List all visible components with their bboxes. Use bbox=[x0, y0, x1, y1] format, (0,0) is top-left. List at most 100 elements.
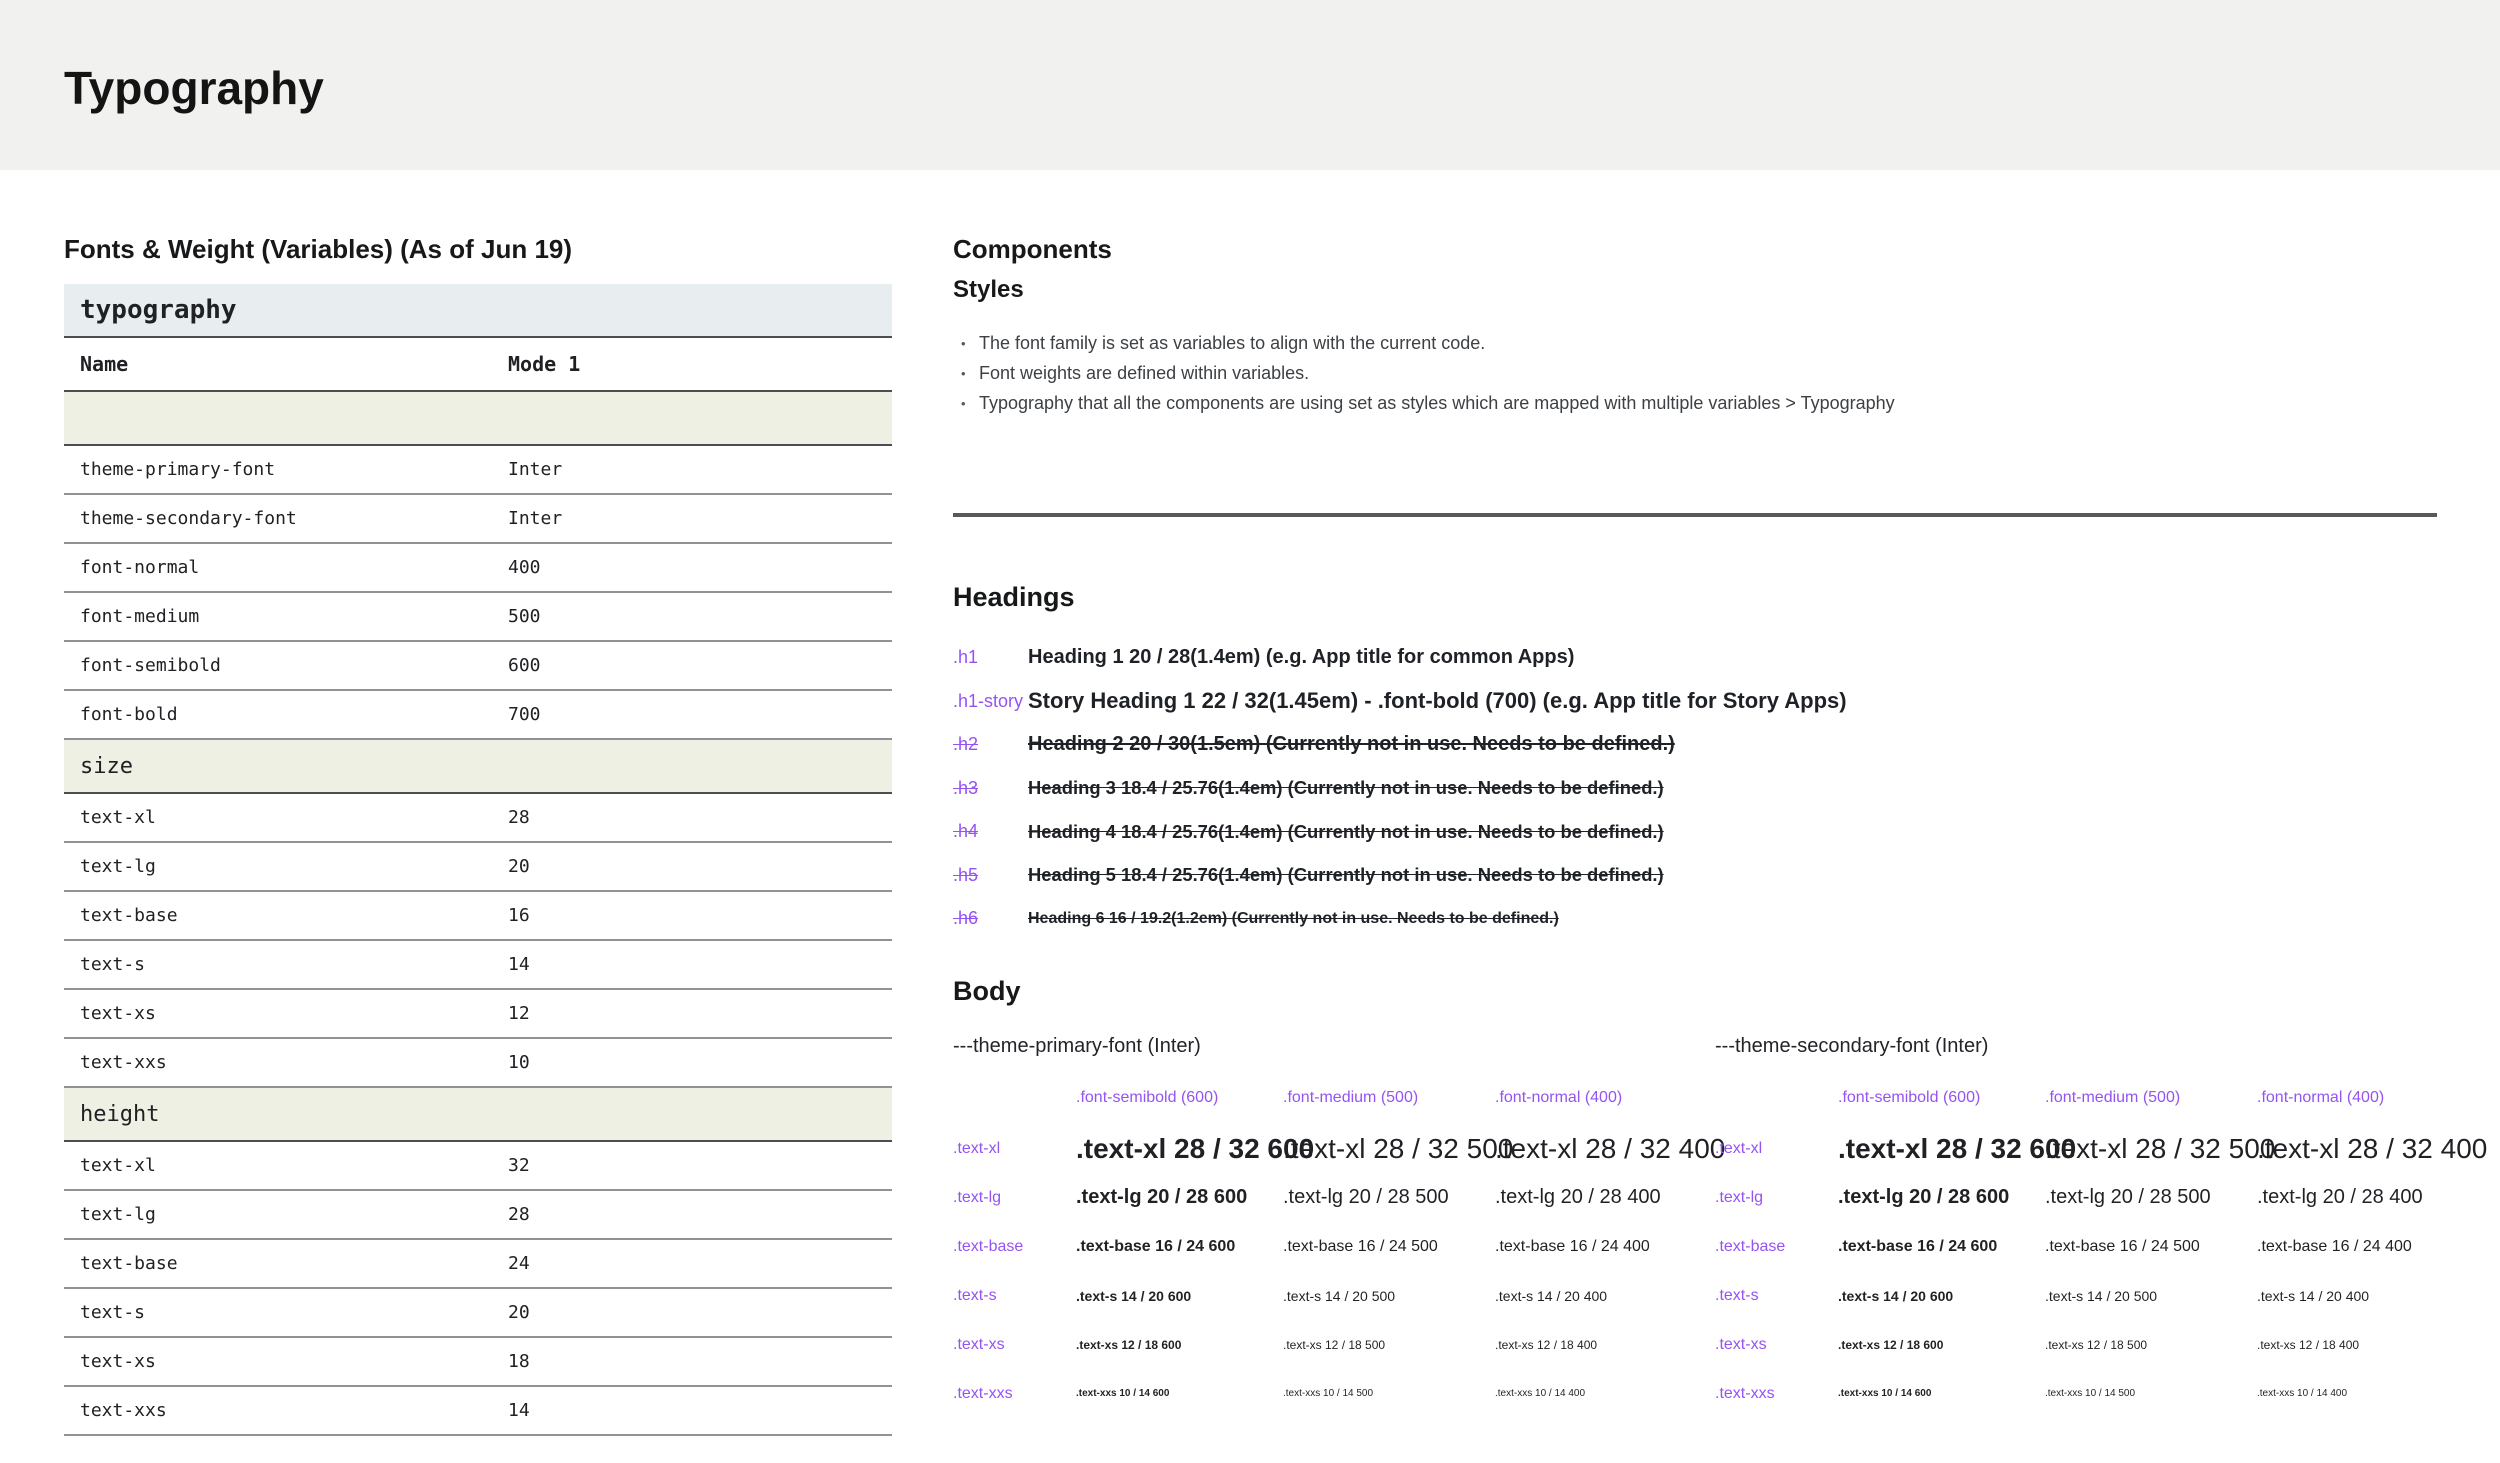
body-table-row: .text-xs .text-xs 12 / 18 600 .text-xs 12 … bbox=[953, 1320, 1700, 1369]
heading-style-sample: Heading 6 16 / 19.2(1.2em) (Currently no… bbox=[1028, 909, 1559, 927]
body-style-tables: ---theme-primary-font (Inter) .font-semib… bbox=[953, 1032, 2487, 1418]
variable-name: font-medium bbox=[80, 606, 200, 627]
type-sample-cell: .text-xl 28 / 32 500 bbox=[1283, 1132, 1514, 1164]
variable-name: text-s bbox=[80, 1302, 146, 1323]
body-table-column-header: .font-medium (500) bbox=[2045, 1089, 2181, 1106]
variable-name: text-lg bbox=[80, 856, 156, 877]
styles-bullet-item: Typography that all the components are u… bbox=[953, 388, 2457, 419]
body-table-header-row: .font-semibold (600) .font-medium (500) .f… bbox=[1715, 1084, 2462, 1112]
table-row: font-bold 700 bbox=[64, 691, 892, 740]
type-sample-cell: .text-xs 12 / 18 600 bbox=[1838, 1337, 1944, 1352]
body-style-table: ---theme-primary-font (Inter) .font-semib… bbox=[953, 1032, 1725, 1418]
type-sample-cell: .text-base 16 / 24 600 bbox=[1076, 1237, 1236, 1255]
type-sample-cell: .text-xl 28 / 32 600 bbox=[1838, 1132, 2077, 1164]
type-sample-cell: .text-lg 20 / 28 400 bbox=[1495, 1186, 1661, 1208]
type-sample-cell: .text-base 16 / 24 500 bbox=[1283, 1237, 1438, 1255]
variable-name: text-xl bbox=[80, 1155, 156, 1176]
table-row: text-xl 28 bbox=[64, 794, 892, 843]
styles-title: Styles bbox=[953, 276, 1024, 303]
type-sample-cell: .text-xxs 10 / 14 400 bbox=[2257, 1388, 2348, 1399]
body-table-row: .text-lg .text-lg 20 / 28 600 .text-lg 20 … bbox=[1715, 1173, 2462, 1222]
body-table-rows: .text-xl .text-xl 28 / 32 600 .text-xl 28 … bbox=[953, 1124, 1725, 1418]
variables-table-header-row: Name Mode 1 bbox=[64, 338, 892, 392]
page-header-band: Typography bbox=[0, 0, 2500, 170]
type-sample-cell: .text-xl 28 / 32 500 bbox=[2045, 1132, 2276, 1164]
page-title: Typography bbox=[64, 62, 324, 114]
table-row: text-s 20 bbox=[64, 1289, 892, 1338]
variable-value: 12 bbox=[508, 1003, 530, 1024]
variable-name: text-xs bbox=[80, 1003, 156, 1024]
variable-value: 500 bbox=[508, 606, 541, 627]
type-sample-cell: .text-xs 12 / 18 600 bbox=[1076, 1337, 1182, 1352]
body-table-column-header: .font-semibold (600) bbox=[1076, 1089, 1219, 1106]
headings-title: Headings bbox=[953, 582, 1075, 612]
body-table-column-header: .font-medium (500) bbox=[1283, 1089, 1419, 1106]
heading-style-label: .h5 bbox=[953, 864, 979, 885]
variable-name: font-normal bbox=[80, 557, 200, 578]
type-sample-cell: .text-base 16 / 24 500 bbox=[2045, 1237, 2200, 1255]
variable-value: 24 bbox=[508, 1253, 530, 1274]
body-table-row: .text-xxs .text-xxs 10 / 14 600 .text-xxs … bbox=[1715, 1369, 2462, 1418]
column-header-mode1: Mode 1 bbox=[508, 352, 581, 376]
variables-table-rows: theme-primary-font Inter theme-secondary-f… bbox=[64, 446, 892, 1436]
heading-style-row: .h2 Heading 2 20 / 30(1.5em) (Currently n… bbox=[953, 723, 2437, 767]
body-row-label: .text-xs bbox=[1715, 1335, 1767, 1353]
styles-bullet-list: The font family is set as variables to a… bbox=[953, 328, 2457, 419]
heading-style-sample: Heading 5 18.4 / 25.76(1.4em) (Currently… bbox=[1028, 864, 1664, 886]
variable-value: 28 bbox=[508, 1204, 530, 1225]
heading-style-label: .h2 bbox=[953, 734, 979, 755]
type-sample-cell: .text-xs 12 / 18 500 bbox=[2045, 1337, 2148, 1352]
body-table-row: .text-xs .text-xs 12 / 18 600 .text-xs 12 … bbox=[1715, 1320, 2462, 1369]
variable-name: theme-primary-font bbox=[80, 459, 276, 480]
heading-style-row: .h1-story Story Heading 1 22 / 32(1.45em)… bbox=[953, 680, 2437, 724]
variable-name: theme-secondary-font bbox=[80, 508, 297, 529]
type-sample-cell: .text-s 14 / 20 600 bbox=[1838, 1287, 1954, 1304]
table-row: text-xxs 14 bbox=[64, 1387, 892, 1436]
body-table-row: .text-xl .text-xl 28 / 32 600 .text-xl 28 … bbox=[953, 1124, 1725, 1173]
table-row: font-medium 500 bbox=[64, 593, 892, 642]
variable-value: 14 bbox=[508, 954, 530, 975]
heading-style-row: .h6 Heading 6 16 / 19.2(1.2em) (Currently… bbox=[953, 897, 2437, 941]
variable-name: font-semibold bbox=[80, 655, 221, 676]
heading-style-row: .h4 Heading 4 18.4 / 25.76(1.4em) (Curren… bbox=[953, 810, 2437, 854]
body-table-rows: .text-xl .text-xl 28 / 32 600 .text-xl 28 … bbox=[1715, 1124, 2487, 1418]
type-sample-cell: .text-base 16 / 24 400 bbox=[2257, 1237, 2412, 1255]
variable-value: 600 bbox=[508, 655, 541, 676]
variable-value: 14 bbox=[508, 1400, 530, 1421]
fonts-weight-section-title: Fonts & Weight (Variables) (As of Jun 19… bbox=[64, 234, 573, 264]
variable-name: text-xxs bbox=[80, 1400, 167, 1421]
variable-value: 20 bbox=[508, 1302, 530, 1323]
heading-style-row: .h3 Heading 3 18.4 / 25.76(1.4em) (Curren… bbox=[953, 767, 2437, 811]
body-table-column-header: .font-normal (400) bbox=[2257, 1089, 2385, 1106]
variable-name: font-bold bbox=[80, 704, 178, 725]
body-title: Body bbox=[953, 976, 1021, 1006]
body-row-label: .text-lg bbox=[1715, 1188, 1764, 1206]
components-title: Components bbox=[953, 234, 1112, 264]
variable-name: text-xs bbox=[80, 1351, 156, 1372]
body-style-table: ---theme-secondary-font (Inter) .font-sem… bbox=[1715, 1032, 2487, 1418]
variable-value: Inter bbox=[508, 508, 563, 529]
type-sample-cell: .text-xs 12 / 18 400 bbox=[1495, 1337, 1598, 1352]
heading-style-sample: Heading 2 20 / 30(1.5em) (Currently not … bbox=[1028, 733, 1675, 756]
type-sample-cell: .text-s 14 / 20 600 bbox=[1076, 1287, 1192, 1304]
body-row-label: .text-xl bbox=[953, 1139, 1001, 1157]
table-row: font-normal 400 bbox=[64, 544, 892, 593]
styles-bullet-item: The font family is set as variables to a… bbox=[953, 328, 2457, 359]
variable-value: 32 bbox=[508, 1155, 530, 1176]
table-row: text-xs 18 bbox=[64, 1338, 892, 1387]
table-row: text-lg 28 bbox=[64, 1191, 892, 1240]
type-sample-cell: .text-lg 20 / 28 600 bbox=[1076, 1186, 1248, 1208]
table-row: text-base 16 bbox=[64, 892, 892, 941]
body-table-row: .text-lg .text-lg 20 / 28 600 .text-lg 20 … bbox=[953, 1173, 1700, 1222]
variable-value: 10 bbox=[508, 1052, 530, 1073]
body-table-row: .text-s .text-s 14 / 20 600 .text-s 14 / 2… bbox=[953, 1271, 1700, 1320]
heading-style-row: .h5 Heading 5 18.4 / 25.76(1.4em) (Curren… bbox=[953, 854, 2437, 898]
variables-table: typography Name Mode 1 theme-primary-fon… bbox=[64, 284, 892, 1436]
table-row: theme-primary-font Inter bbox=[64, 446, 892, 495]
type-sample-cell: .text-base 16 / 24 600 bbox=[1838, 1237, 1998, 1255]
variables-table-title: typography bbox=[64, 284, 892, 338]
type-sample-cell: .text-s 14 / 20 400 bbox=[2257, 1287, 2370, 1304]
variables-table-section-row: size bbox=[64, 740, 892, 794]
body-table-column-header: .font-semibold (600) bbox=[1838, 1089, 1981, 1106]
